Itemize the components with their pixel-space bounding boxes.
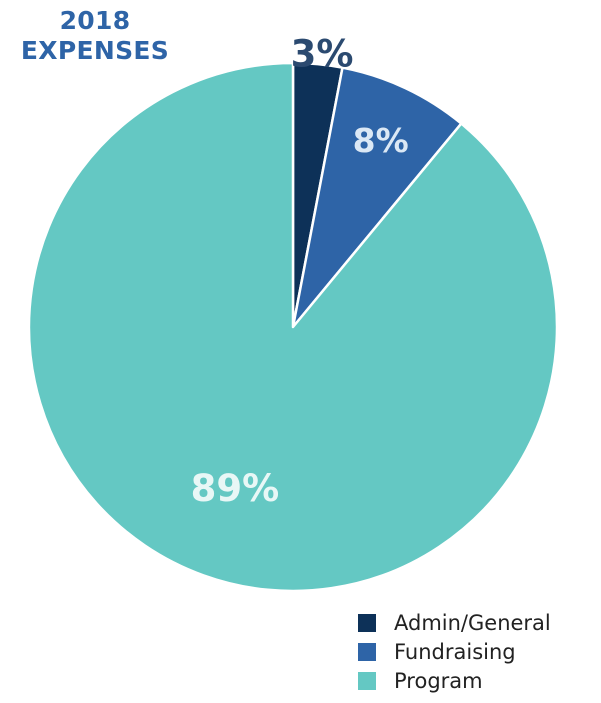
chart-title: 2018 EXPENSES	[0, 6, 190, 66]
legend-label-program: Program	[394, 668, 483, 693]
legend-swatch-program	[358, 671, 376, 690]
legend-item-admin-general: Admin/General	[358, 608, 551, 637]
legend-item-fundraising: Fundraising	[358, 637, 551, 666]
legend-label-fundraising: Fundraising	[394, 639, 516, 664]
legend: Admin/General Fundraising Program	[358, 608, 551, 695]
chart-title-line-2: EXPENSES	[20, 36, 170, 65]
data-label-program: 89%	[191, 467, 280, 510]
legend-item-program: Program	[358, 666, 551, 695]
data-label-fundraising: 8%	[353, 121, 409, 160]
pie-slice-program	[27, 61, 559, 593]
legend-swatch-fundraising	[358, 642, 376, 661]
legend-label-admin-general: Admin/General	[394, 610, 551, 635]
chart-title-line-1: 2018	[59, 6, 131, 35]
legend-swatch-admin-general	[358, 613, 376, 632]
pie-slice-fundraising	[291, 66, 463, 329]
data-label-admin-general: 3%	[291, 33, 354, 76]
